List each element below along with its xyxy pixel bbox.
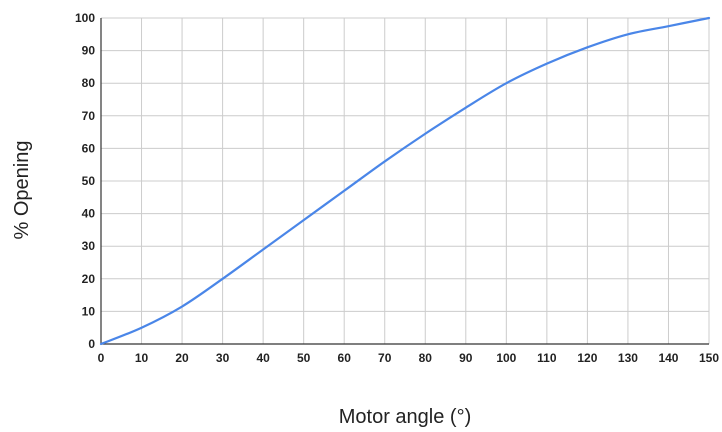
y-tick-label: 30 xyxy=(82,239,96,253)
y-tick-label: 10 xyxy=(82,304,96,318)
x-tick-label: 0 xyxy=(98,351,105,365)
y-tick-label: 60 xyxy=(82,141,96,155)
x-tick-label: 20 xyxy=(175,351,189,365)
x-tick-label: 60 xyxy=(338,351,352,365)
x-tick-label: 90 xyxy=(459,351,473,365)
y-tick-label: 50 xyxy=(82,174,96,188)
y-tick-label: 0 xyxy=(88,337,95,351)
x-tick-label: 100 xyxy=(496,351,516,365)
y-axis-title: % Opening xyxy=(11,141,33,240)
y-tick-label: 40 xyxy=(82,207,96,221)
y-tick-label: 80 xyxy=(82,76,96,90)
y-tick-label: 20 xyxy=(82,272,96,286)
x-tick-label: 40 xyxy=(256,351,270,365)
x-tick-label: 130 xyxy=(618,351,638,365)
x-tick-label: 80 xyxy=(419,351,433,365)
x-tick-label: 10 xyxy=(135,351,149,365)
y-tick-label: 90 xyxy=(82,44,96,58)
x-tick-label: 140 xyxy=(658,351,678,365)
series-line xyxy=(99,16,711,346)
series-layer xyxy=(99,16,711,346)
axes xyxy=(100,18,709,345)
x-tick-labels: 0 10 20 30 40 50 60 70 80 90 100 110 120 130 140 150 xyxy=(98,351,720,365)
x-tick-label: 50 xyxy=(297,351,311,365)
y-tick-label: 70 xyxy=(82,109,96,123)
x-tick-label: 110 xyxy=(537,351,557,365)
gridlines xyxy=(101,17,710,344)
x-tick-label: 150 xyxy=(699,351,719,365)
y-tick-label: 100 xyxy=(75,11,95,25)
x-tick-label: 70 xyxy=(378,351,392,365)
x-tick-label: 30 xyxy=(216,351,230,365)
y-tick-labels: 0 10 20 30 40 50 60 70 80 90 100 xyxy=(75,11,95,351)
x-axis-title: Motor angle (°) xyxy=(339,406,472,428)
x-tick-label: 120 xyxy=(577,351,597,365)
